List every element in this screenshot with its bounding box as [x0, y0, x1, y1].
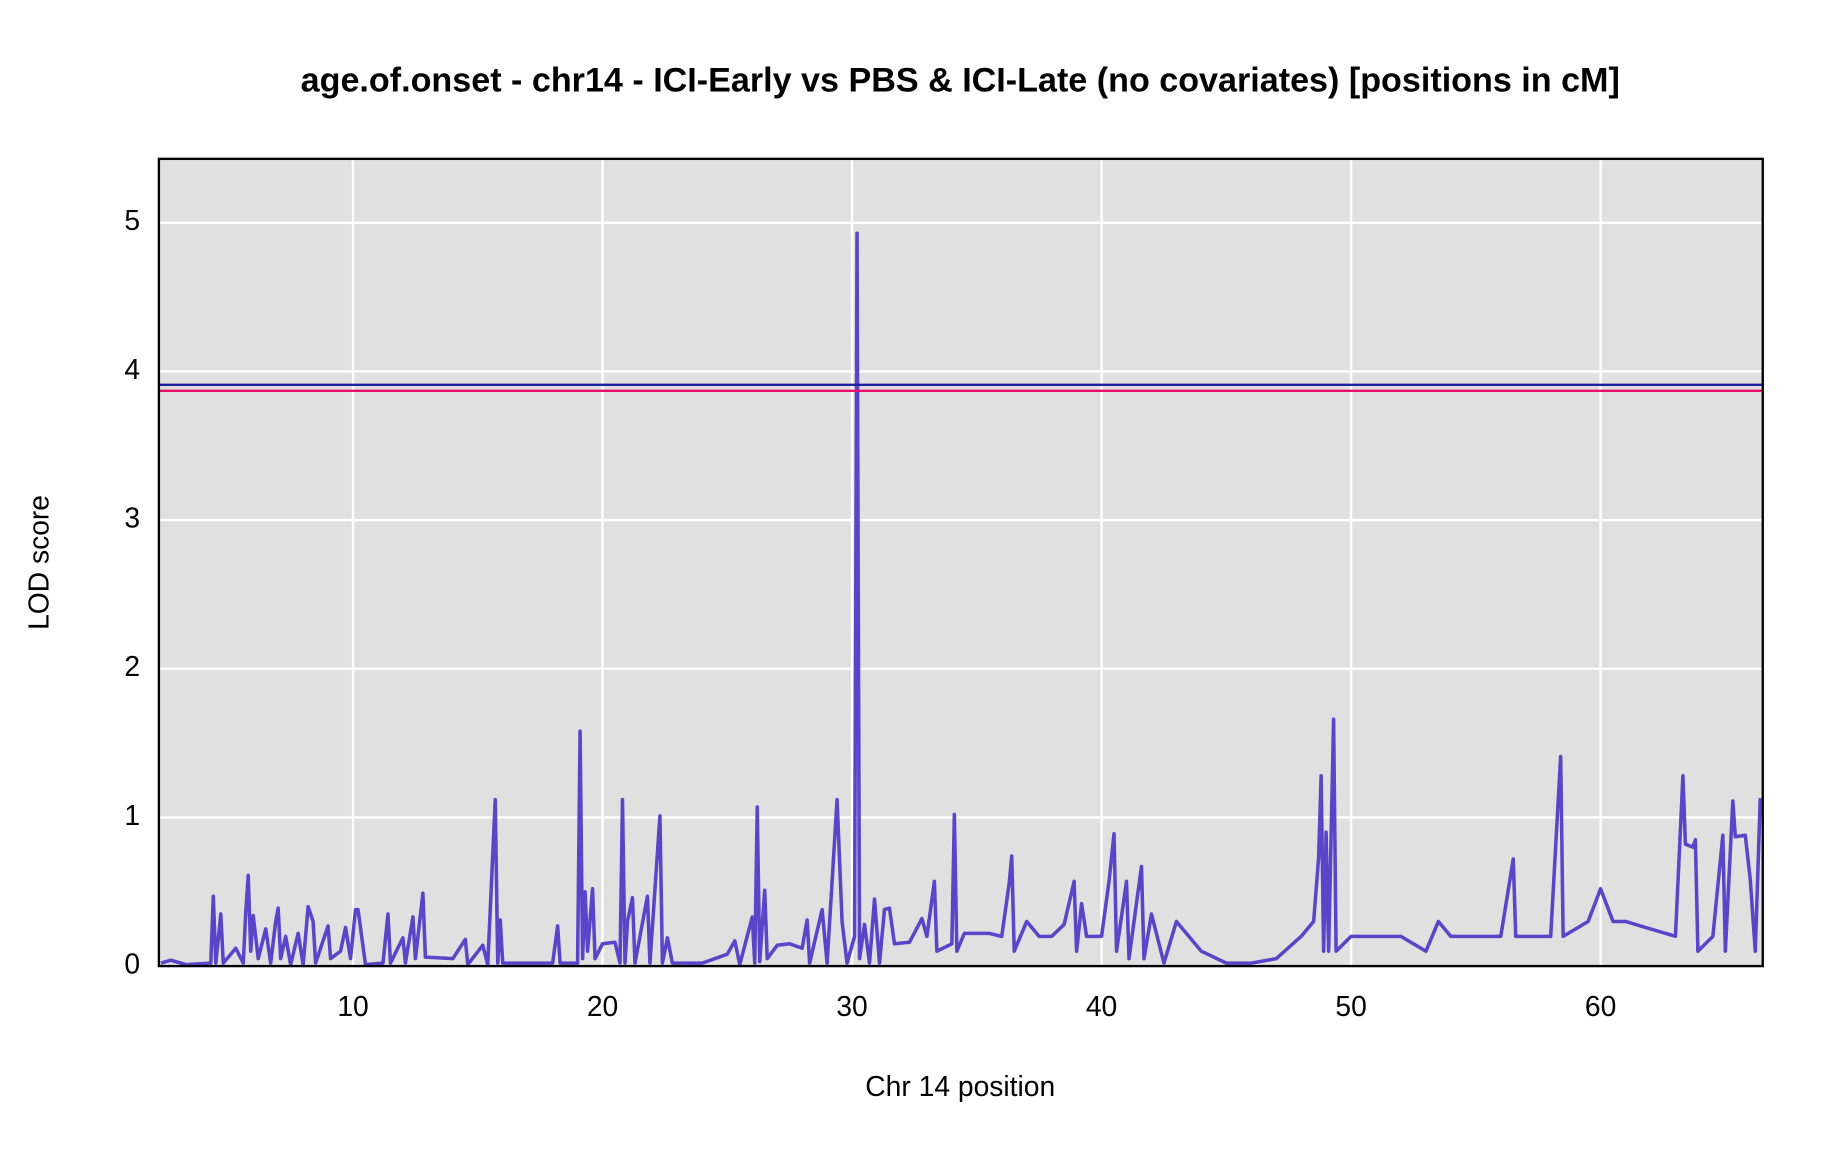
chart-title: age.of.onset - chr14 - ICI-Early vs PBS … — [301, 61, 1620, 99]
x-axis-label: Chr 14 position — [865, 1070, 1055, 1102]
y-tick-label: 1 — [124, 799, 140, 831]
x-tick-label: 30 — [836, 990, 867, 1022]
lod-line — [160, 231, 1763, 967]
x-tick-label: 40 — [1086, 990, 1117, 1022]
x-tick-label: 20 — [587, 990, 618, 1022]
plot-frame — [157, 157, 1764, 968]
y-tick-label: 3 — [124, 502, 140, 534]
x-tick-label: 50 — [1335, 990, 1366, 1022]
y-tick-label: 0 — [124, 948, 140, 980]
y-axis-label: LOD score — [23, 495, 55, 630]
x-tick-label: 60 — [1585, 990, 1616, 1022]
y-tick-label: 4 — [124, 353, 140, 385]
y-tick-label: 5 — [124, 204, 140, 236]
x-tick-label: 10 — [337, 990, 368, 1022]
plot-background — [158, 158, 1763, 967]
y-tick-label: 2 — [124, 650, 140, 682]
